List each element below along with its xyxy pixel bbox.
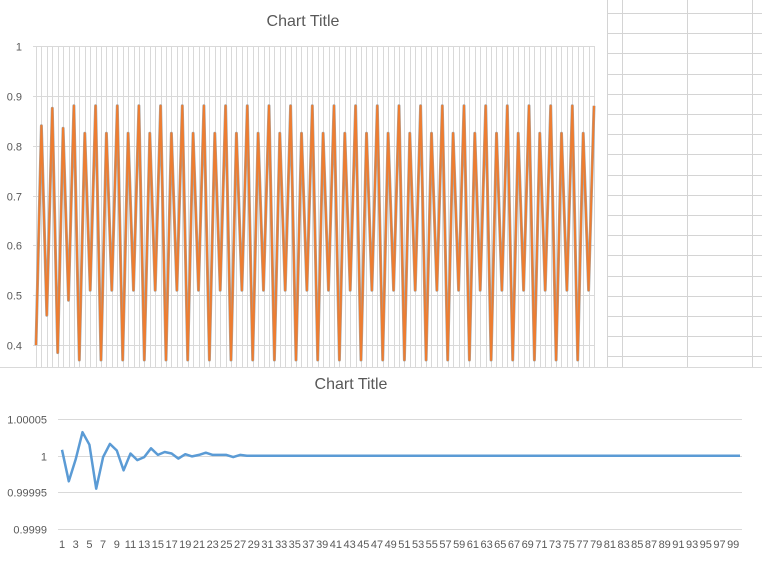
chart-top-svg: Chart Title 1 0.9 0.8 0.7 0.6 0.5 0.4	[7, 13, 596, 370]
x-tick-label: 79	[590, 539, 602, 551]
chart-top-y-axis: 1 0.9 0.8 0.7 0.6 0.5 0.4	[7, 42, 22, 353]
x-tick-label: 73	[549, 539, 561, 551]
x-tick-label: 29	[248, 539, 260, 551]
x-tick-label: 87	[645, 539, 657, 551]
x-tick-label: 85	[631, 539, 643, 551]
x-tick-label: 47	[371, 539, 383, 551]
x-tick-label: 95	[700, 539, 712, 551]
x-tick-label: 61	[467, 539, 479, 551]
x-tick-label: 97	[713, 539, 725, 551]
y-tick-label: 1	[16, 42, 22, 54]
x-tick-label: 59	[453, 539, 465, 551]
x-tick-label: 45	[357, 539, 369, 551]
y-tick-label: 0.6	[7, 241, 22, 253]
x-tick-label: 3	[73, 539, 79, 551]
x-tick-label: 91	[672, 539, 684, 551]
x-tick-label: 9	[114, 539, 120, 551]
chart-bottom-y-axis: 1.00005 1 0.99995 0.9999	[7, 415, 47, 537]
x-tick-label: 17	[165, 539, 177, 551]
x-tick-label: 83	[617, 539, 629, 551]
x-tick-label: 55	[426, 539, 438, 551]
y-tick-label: 0.9999	[13, 525, 47, 537]
x-tick-label: 11	[125, 539, 136, 551]
y-tick-label: 0.7	[7, 192, 22, 204]
x-tick-label: 13	[138, 539, 150, 551]
x-tick-label: 7	[100, 539, 106, 551]
chart-bottom-title: Chart Title	[315, 376, 388, 393]
x-tick-label: 93	[686, 539, 698, 551]
series-line	[35, 104, 595, 361]
x-tick-label: 37	[302, 539, 314, 551]
spreadsheet-cells	[607, 0, 762, 370]
x-tick-label: 21	[193, 539, 205, 551]
chart-top-series	[34, 104, 596, 362]
x-tick-label: 33	[275, 539, 287, 551]
x-tick-label: 39	[316, 539, 328, 551]
x-tick-label: 25	[220, 539, 232, 551]
chart-bottom-series	[60, 430, 740, 490]
x-tick-label: 5	[86, 539, 92, 551]
x-tick-label: 41	[330, 539, 342, 551]
series-line	[60, 430, 740, 490]
y-tick-label: 0.5	[7, 291, 22, 303]
x-tick-label: 43	[343, 539, 355, 551]
x-tick-label: 75	[563, 539, 575, 551]
x-tick-label: 35	[289, 539, 301, 551]
x-tick-label: 81	[604, 539, 616, 551]
x-tick-label: 51	[398, 539, 410, 551]
x-tick-label: 31	[261, 539, 273, 551]
x-tick-label: 71	[535, 539, 547, 551]
chart-top-title: Chart Title	[267, 13, 340, 30]
chart-bottom-gridlines	[58, 419, 742, 530]
y-tick-label: 0.8	[7, 142, 22, 154]
y-tick-label: 0.9	[7, 92, 22, 104]
x-tick-label: 53	[412, 539, 424, 551]
x-tick-label: 27	[234, 539, 246, 551]
x-tick-label: 19	[179, 539, 191, 551]
x-tick-label: 77	[576, 539, 588, 551]
chart-top[interactable]: Chart Title 1 0.9 0.8 0.7 0.6 0.5 0.4	[0, 0, 607, 370]
x-tick-label: 69	[522, 539, 534, 551]
x-tick-label: 67	[508, 539, 520, 551]
x-tick-label: 99	[727, 539, 739, 551]
x-tick-label: 63	[480, 539, 492, 551]
x-tick-label: 89	[659, 539, 671, 551]
y-tick-label: 0.4	[7, 341, 22, 353]
x-tick-label: 49	[385, 539, 397, 551]
x-tick-label: 23	[207, 539, 219, 551]
y-tick-label: 0.99995	[7, 488, 47, 500]
y-tick-label: 1.00005	[7, 415, 47, 427]
x-tick-label: 15	[152, 539, 164, 551]
x-tick-label: 65	[494, 539, 506, 551]
x-tick-label: 57	[439, 539, 451, 551]
chart-bottom-x-axis: 1 3 5 7 9 11 13 15 17 19 21 23 25 27 29 31 33 35 37 39 41 43 4…	[59, 539, 739, 551]
x-tick-label: 1	[59, 539, 65, 551]
spreadsheet-grid[interactable]	[607, 0, 762, 370]
y-tick-label: 1	[41, 452, 47, 464]
